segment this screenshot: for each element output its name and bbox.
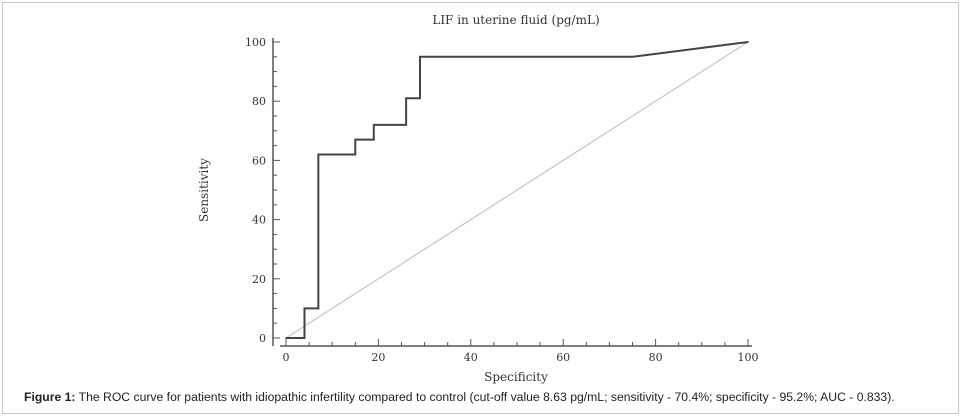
- x-tick-label: 80: [649, 351, 663, 364]
- x-tick-label: 100: [738, 351, 759, 364]
- y-tick-label: 80: [252, 95, 266, 108]
- x-tick-label: 40: [464, 351, 478, 364]
- y-tick-label: 0: [259, 332, 266, 345]
- roc-chart: LIF in uterine fluid (pg/mL) 0 20 40 60 80 10…: [197, 13, 759, 384]
- roc-point: [303, 307, 306, 310]
- caption-label: Figure 1:: [24, 390, 76, 404]
- plot-area: [285, 41, 749, 339]
- roc-point: [419, 97, 421, 100]
- roc-point: [631, 56, 634, 58]
- roc-point: [285, 337, 287, 339]
- x-tick-label: 0: [283, 351, 290, 364]
- y-axis-label: Sensitivity: [197, 158, 211, 222]
- roc-point: [405, 97, 407, 100]
- reference-diagonal-line: [285, 41, 749, 339]
- x-tick-label: 20: [371, 351, 385, 364]
- y-tick-label: 20: [252, 273, 266, 286]
- x-axis-label: Specificity: [484, 370, 548, 384]
- roc-point: [317, 307, 320, 310]
- axes: 0 20 40 60 80 100 0 20 40 60 80 100: [245, 36, 759, 364]
- roc-point: [747, 41, 749, 43]
- y-tick-label: 100: [245, 36, 266, 49]
- y-tick-label: 60: [252, 154, 266, 167]
- roc-point: [317, 153, 320, 156]
- roc-point: [303, 337, 306, 339]
- caption-text: The ROC curve for patients with idiopath…: [78, 390, 895, 404]
- roc-point: [372, 138, 375, 141]
- y-tick-label: 40: [252, 214, 266, 227]
- roc-point: [354, 153, 357, 156]
- roc-point: [405, 124, 407, 126]
- roc-point: [372, 124, 375, 126]
- chart-title: LIF in uterine fluid (pg/mL): [432, 13, 599, 27]
- roc-point: [354, 138, 357, 141]
- figure-caption: Figure 1: The ROC curve for patients wit…: [24, 390, 944, 404]
- roc-point: [419, 56, 421, 58]
- x-tick-label: 60: [556, 351, 570, 364]
